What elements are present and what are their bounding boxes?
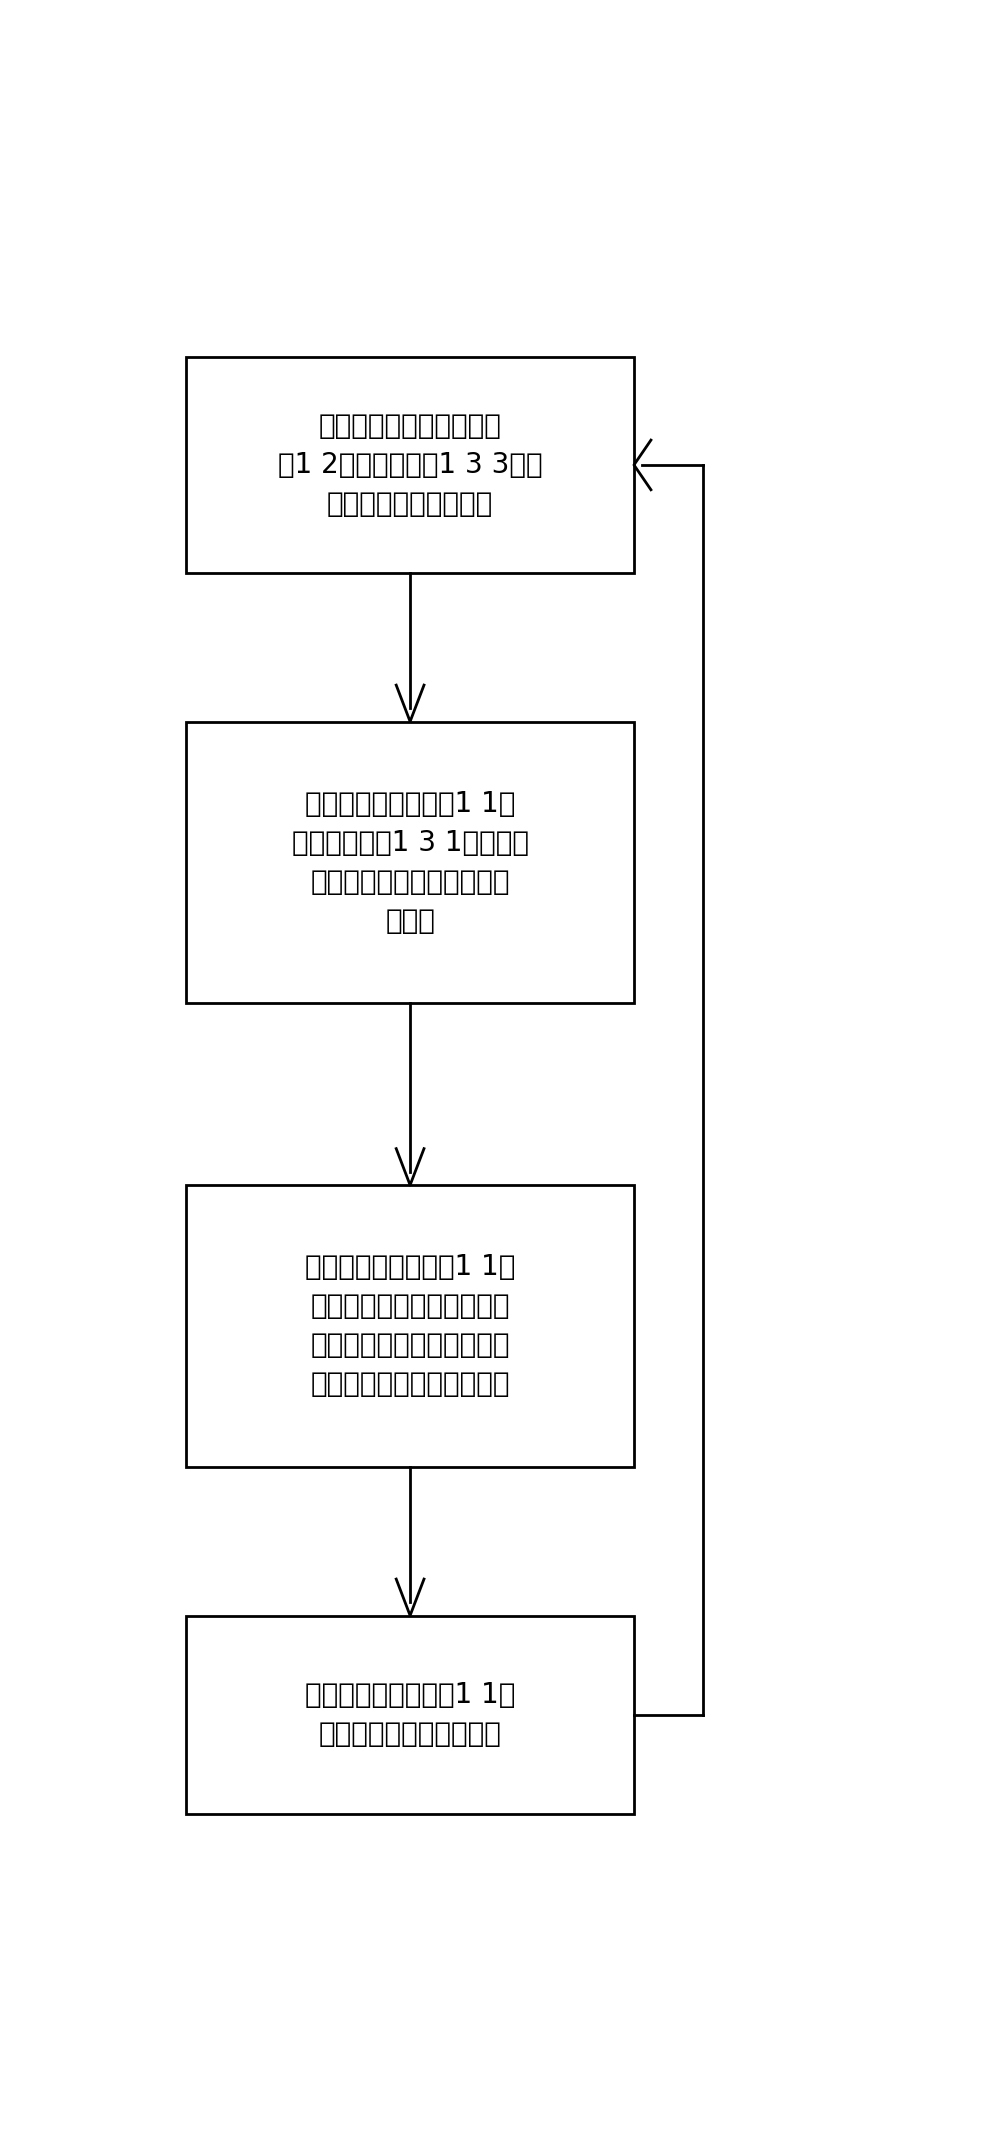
Text: 温度检测及控制模块1 1进
行存储、报警、通信处理: 温度检测及控制模块1 1进 行存储、报警、通信处理	[305, 1681, 515, 1748]
Text: 温度检测及控制模块1 1控
制温度探头组1 3 1中相对应
的温度探头检测对应的电池
的温度: 温度检测及控制模块1 1控 制温度探头组1 3 1中相对应 的温度探头检测对应的…	[292, 789, 529, 935]
Text: 温度检测及控制模块1 1根
据对应的温度探头检测到数
据分析，进行隔离、放大、
耦合、滤波及模数转换处理: 温度检测及控制模块1 1根 据对应的温度探头检测到数 据分析，进行隔离、放大、 …	[305, 1253, 515, 1398]
Bar	[186, 1185, 633, 1466]
Bar	[186, 722, 633, 1002]
Bar	[186, 1615, 633, 1815]
Bar	[186, 357, 633, 572]
Text: 温度检测通道切换矩阵模
块1 2切换到电池组1 3 3相对
应的电池的检测通道上: 温度检测通道切换矩阵模 块1 2切换到电池组1 3 3相对 应的电池的检测通道上	[278, 413, 543, 518]
